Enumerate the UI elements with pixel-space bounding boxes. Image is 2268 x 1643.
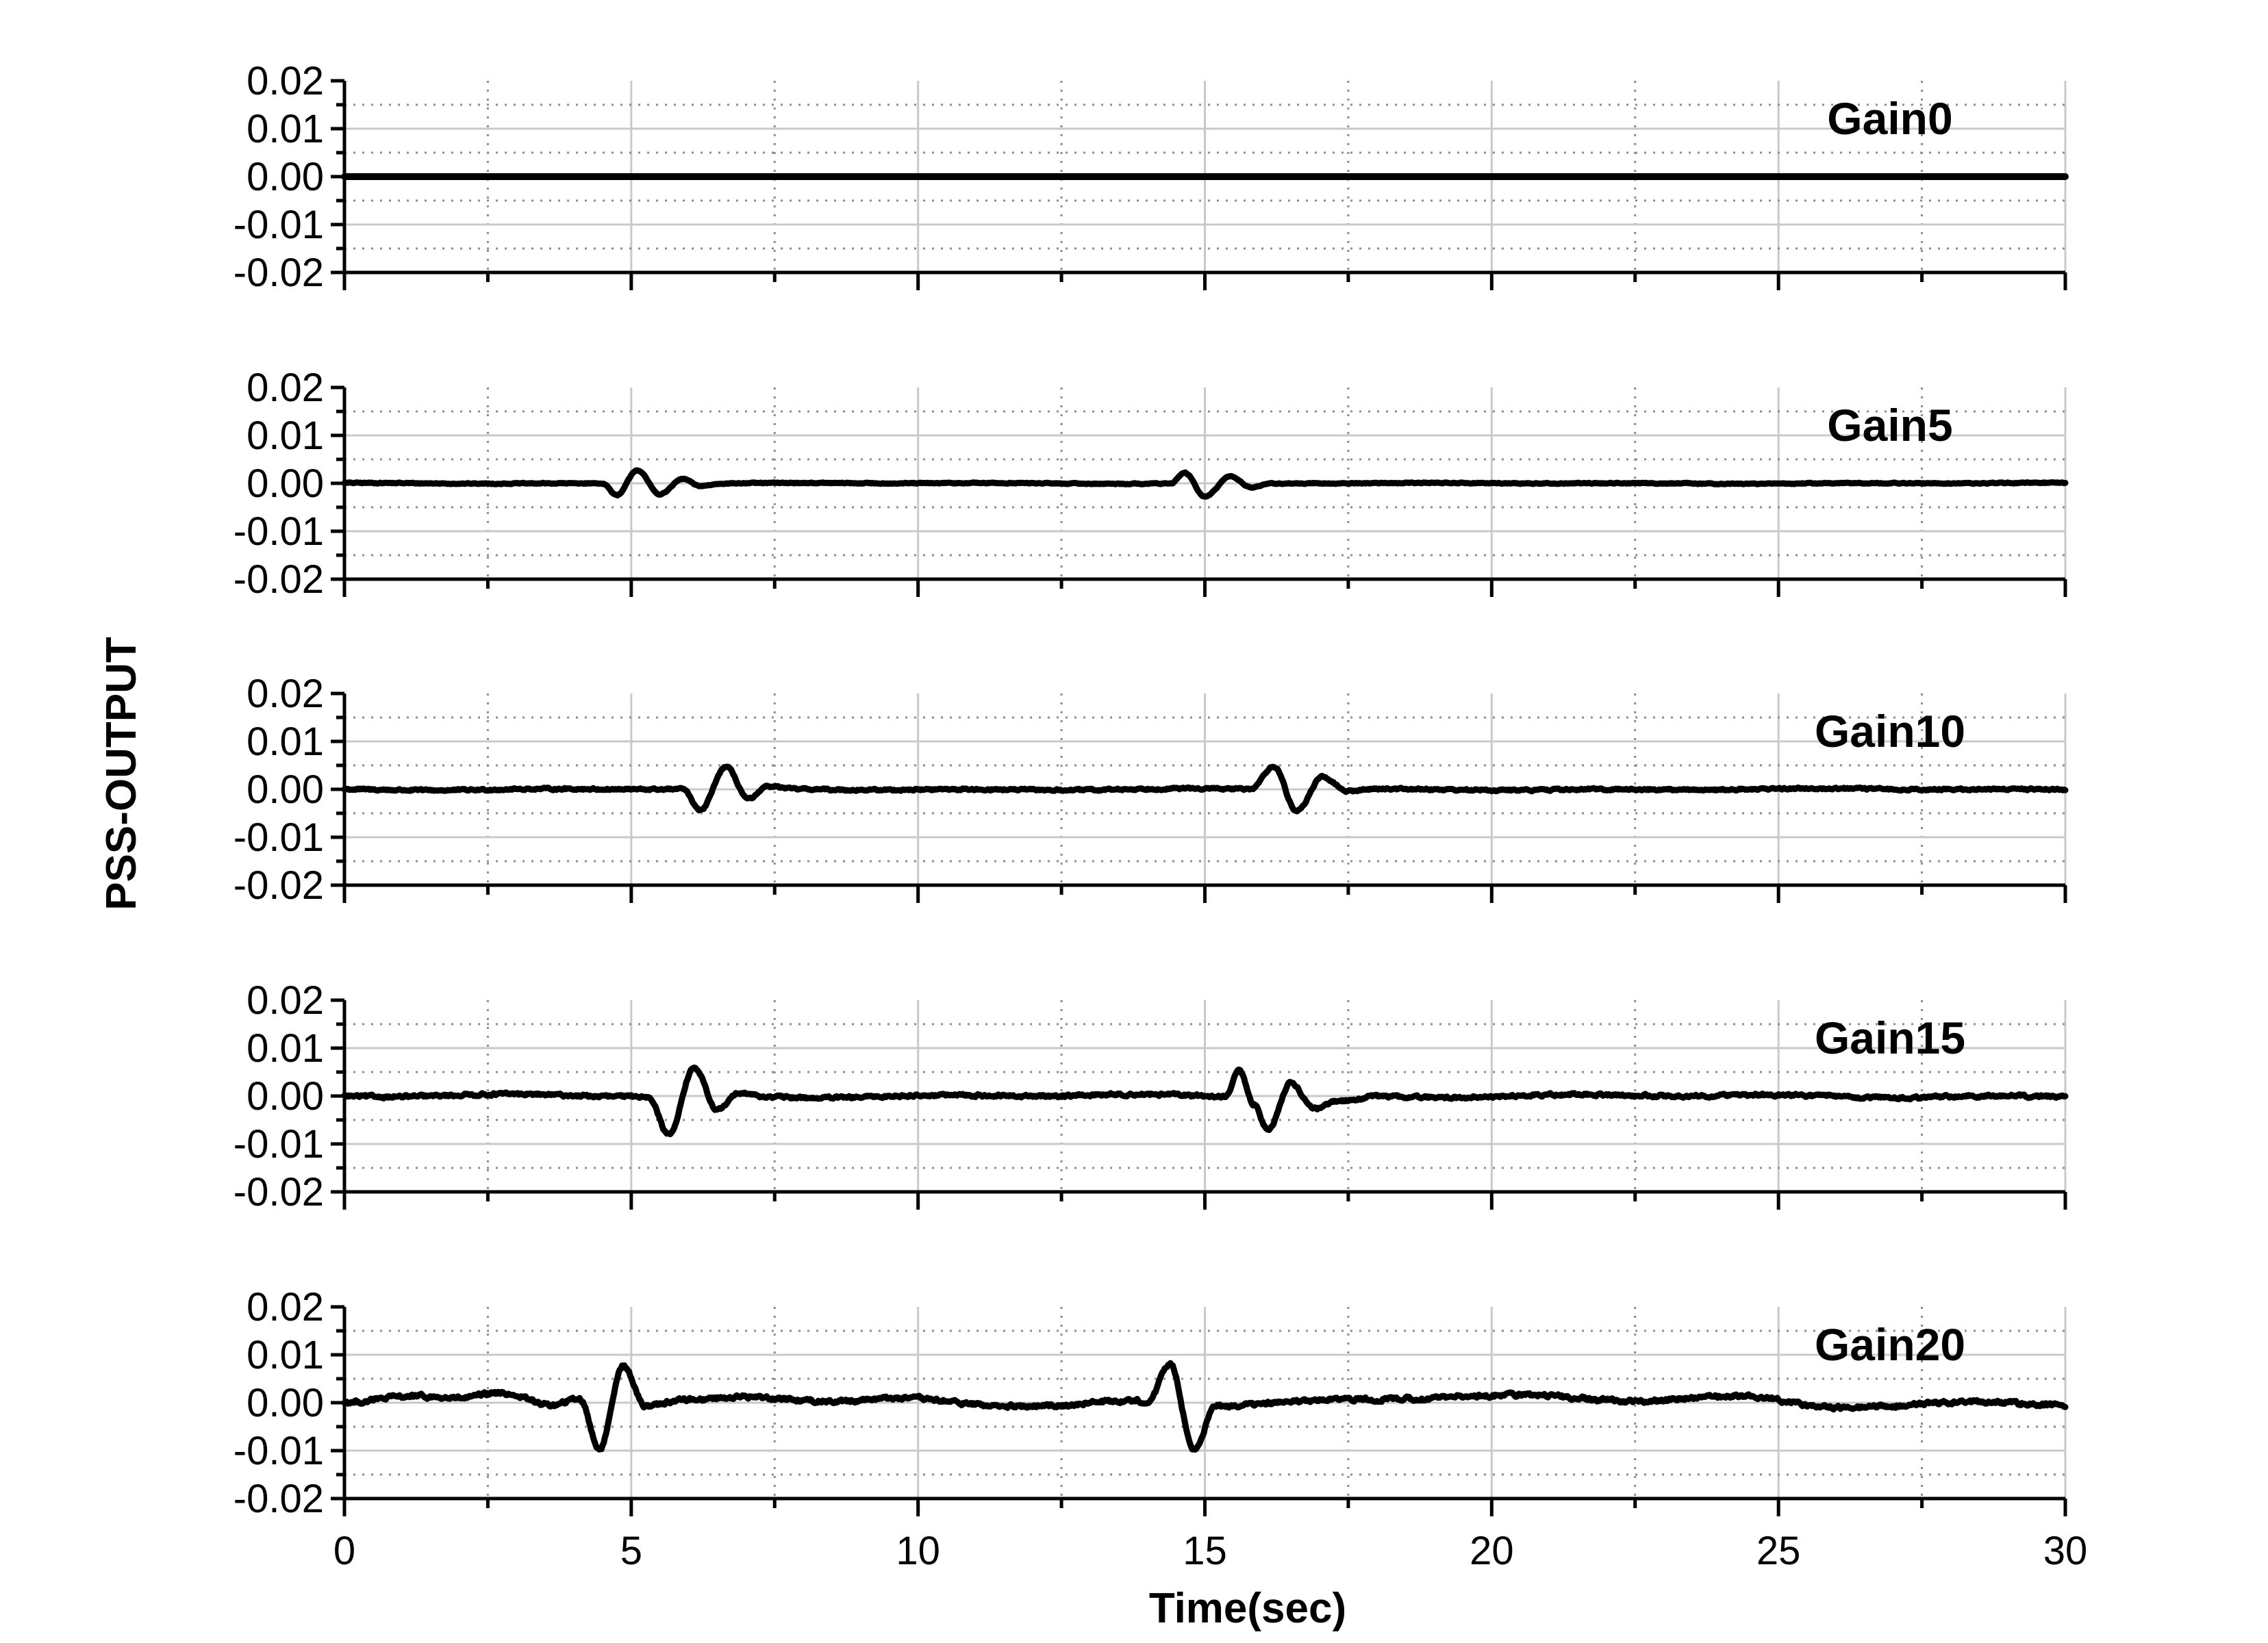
panel-gain10: 0.020.010.00-0.01-0.02 Gain10 [234,672,2069,908]
y-tick-label: 0.02 [247,1285,324,1329]
y-tick-label: 0.01 [247,719,324,764]
panel-label: Gain0 [1827,93,1952,144]
y-tick-label: -0.02 [234,863,324,908]
y-tick-label: 0.02 [247,366,324,410]
y-tick-label: 0.01 [247,107,324,151]
panel-label: Gain15 [1815,1012,1965,1063]
y-tick-label: -0.01 [234,815,324,860]
y-tick-label: 0.00 [247,1074,324,1119]
panel-label: Gain20 [1815,1319,1965,1370]
y-tick-label: 0.00 [247,461,324,506]
series-line-gain5 [341,467,2069,500]
x-tick-labels: 0 5 10 15 20 25 30 [333,1529,2087,1573]
y-tick-label: -0.01 [234,203,324,247]
panel-label: Gain10 [1815,706,1965,756]
y-tick-label: 0.00 [247,767,324,812]
y-tick-label: 0.01 [247,413,324,458]
x-axis-title: Time(sec) [1149,1585,1346,1632]
panel-gain15: 0.020.010.00-0.01-0.02 Gain15 [234,978,2069,1214]
y-tick-label: -0.02 [234,251,324,295]
y-tick-label: 0.01 [247,1333,324,1377]
panels: 0.020.010.00-0.01-0.02Gain00.020.010.00-… [234,59,2087,1573]
y-axis-title: PSS-OUTPUT [98,637,145,910]
series-line-gain10 [341,763,2069,815]
x-tick-label: 25 [1756,1529,1801,1573]
y-tick-label: -0.01 [234,1122,324,1167]
x-tick-label: 0 [333,1529,355,1573]
series-line-gain20 [341,1360,2069,1453]
x-tick-label: 5 [620,1529,642,1573]
y-tick-label: -0.01 [234,1429,324,1473]
y-tick-label: 0.02 [247,59,324,103]
panel-gain5: 0.020.010.00-0.01-0.02 Gain5 [234,366,2069,602]
y-tick-label: 0.01 [247,1026,324,1071]
y-tick-label: 0.02 [247,978,324,1023]
y-tick-label: -0.01 [234,509,324,554]
x-tick-label: 20 [1470,1529,1514,1573]
y-tick-label: 0.02 [247,672,324,716]
y-tick-label: -0.02 [234,1477,324,1521]
y-tick-label: 0.00 [247,1381,324,1425]
panel-label: Gain5 [1827,400,1952,450]
y-tick-label: 0.00 [247,155,324,199]
panel-gain0: 0.020.010.00-0.01-0.02 Gain0 [234,59,2069,295]
series-line-gain15 [341,1065,2069,1138]
panel-gain20: 0.020.010.00-0.01-0.02 Gain20 [234,1285,2069,1521]
x-tick-label: 15 [1183,1529,1227,1573]
x-tick-label: 30 [2043,1529,2088,1573]
y-tick-label: -0.02 [234,557,324,602]
y-tick-label: -0.02 [234,1170,324,1214]
x-tick-label: 10 [896,1529,940,1573]
